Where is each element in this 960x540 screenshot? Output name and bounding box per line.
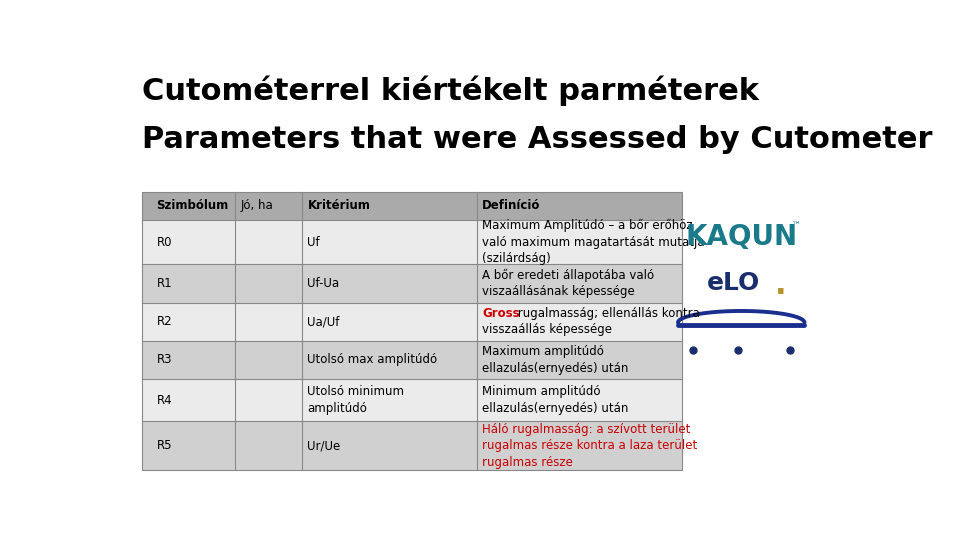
Text: Minimum amplitúdó
ellazulás(ernyedés) után: Minimum amplitúdó ellazulás(ernyedés) ut… (482, 386, 629, 415)
FancyBboxPatch shape (142, 302, 682, 341)
Text: Parameters that were Assessed by Cutometer: Parameters that were Assessed by Cutomet… (142, 125, 933, 154)
Text: eLO: eLO (708, 271, 760, 295)
Text: .: . (775, 271, 786, 300)
FancyBboxPatch shape (142, 265, 682, 302)
Text: Szimbólum: Szimbólum (156, 199, 228, 212)
Text: Maximum Amplitúdó – a bőr erőhöz
való maximum magatartását mutatja
(szilárdság): Maximum Amplitúdó – a bőr erőhöz való ma… (482, 219, 705, 265)
Text: Háló rugalmasság: a szívott terület
rugalmas része kontra a laza terület
rugalma: Háló rugalmasság: a szívott terület ruga… (482, 423, 698, 469)
Text: A bőr eredeti állapotába való
viszaállásának képessége: A bőr eredeti állapotába való viszaállás… (482, 269, 655, 299)
Text: visszaállás képessége: visszaállás képessége (482, 323, 612, 336)
Text: Maximum amplitúdó
ellazulás(ernyedés) után: Maximum amplitúdó ellazulás(ernyedés) ut… (482, 345, 629, 375)
Text: Jó, ha: Jó, ha (241, 199, 274, 212)
Text: Definíció: Definíció (482, 199, 540, 212)
Text: R5: R5 (156, 440, 172, 453)
Text: Uf-Ua: Uf-Ua (307, 277, 340, 290)
Text: Utolsó minimum
amplitúdó: Utolsó minimum amplitúdó (307, 386, 404, 415)
Text: Utolsó max amplitúdó: Utolsó max amplitúdó (307, 353, 438, 367)
Text: ™: ™ (792, 221, 801, 230)
FancyBboxPatch shape (142, 220, 682, 265)
Text: R1: R1 (156, 277, 172, 290)
Text: Kritérium: Kritérium (307, 199, 371, 212)
Text: R3: R3 (156, 353, 172, 367)
Text: Ua/Uf: Ua/Uf (307, 315, 340, 328)
Text: Ur/Ue: Ur/Ue (307, 440, 341, 453)
Text: Cutométerrel kiértékelt parméterek: Cutométerrel kiértékelt parméterek (142, 75, 759, 106)
Text: R0: R0 (156, 235, 172, 248)
FancyBboxPatch shape (142, 421, 682, 470)
Text: R4: R4 (156, 394, 172, 407)
FancyBboxPatch shape (142, 192, 682, 220)
Text: R2: R2 (156, 315, 172, 328)
Text: rugalmasság; ellenállás kontra: rugalmasság; ellenállás kontra (514, 307, 700, 320)
FancyBboxPatch shape (142, 341, 682, 379)
Text: Gross: Gross (482, 307, 520, 320)
Text: Uf: Uf (307, 235, 320, 248)
Bar (142, 192, 682, 470)
Text: KAQUN: KAQUN (685, 223, 798, 251)
FancyBboxPatch shape (142, 379, 682, 421)
